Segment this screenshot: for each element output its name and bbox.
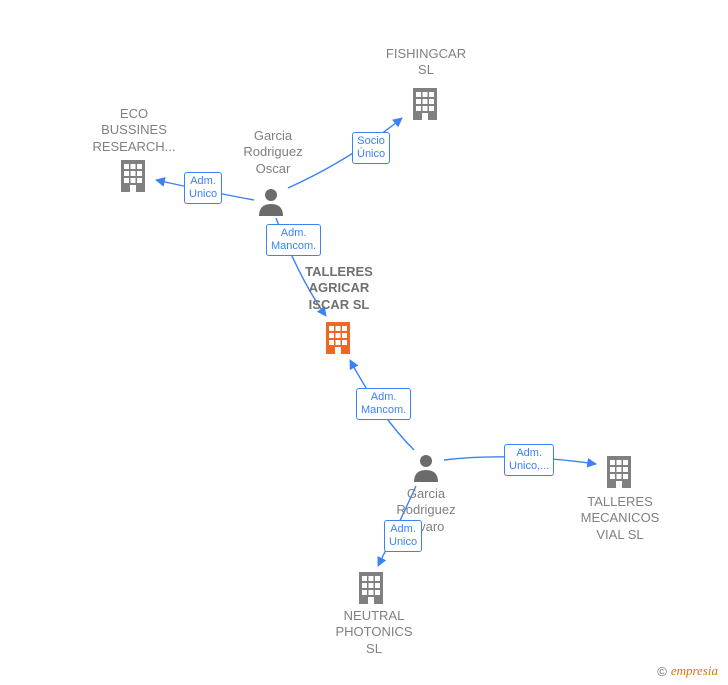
- edge-tag-oscar_fishingcar[interactable]: Socio Único: [352, 132, 390, 164]
- building-icon[interactable]: [323, 320, 353, 354]
- edge-tag-oscar_eco[interactable]: Adm. Unico: [184, 172, 222, 204]
- node-label-fishingcar[interactable]: FISHINGCAR SL: [376, 46, 476, 79]
- person-icon[interactable]: [257, 186, 285, 216]
- building-icon[interactable]: [410, 86, 440, 120]
- person-icon[interactable]: [412, 452, 440, 482]
- node-label-neutral[interactable]: NEUTRAL PHOTONICS SL: [324, 608, 424, 657]
- node-label-eco[interactable]: ECO BUSSINES RESEARCH...: [84, 106, 184, 155]
- edge-tag-alvaro_agricar[interactable]: Adm. Mancom.: [356, 388, 411, 420]
- node-label-talleres_mecanicos[interactable]: TALLERES MECANICOS VIAL SL: [570, 494, 670, 543]
- diagram-canvas: ECO BUSSINES RESEARCH... FISHINGCAR SL G…: [0, 0, 728, 685]
- edge-tag-oscar_agricar[interactable]: Adm. Mancom.: [266, 224, 321, 256]
- edge-tag-alvaro_mecanicos[interactable]: Adm. Unico,...: [504, 444, 554, 476]
- node-label-talleres_agricar[interactable]: TALLERES AGRICAR ISCAR SL: [293, 264, 385, 313]
- building-icon[interactable]: [604, 454, 634, 488]
- node-label-oscar[interactable]: Garcia Rodriguez Oscar: [230, 128, 316, 177]
- building-icon[interactable]: [118, 158, 148, 192]
- footer: © empresia: [657, 663, 718, 679]
- edge-tag-alvaro_neutral[interactable]: Adm. Unico: [384, 520, 422, 552]
- building-icon[interactable]: [356, 570, 386, 604]
- footer-brand: empresia: [671, 663, 718, 679]
- copyright-symbol: ©: [657, 664, 667, 679]
